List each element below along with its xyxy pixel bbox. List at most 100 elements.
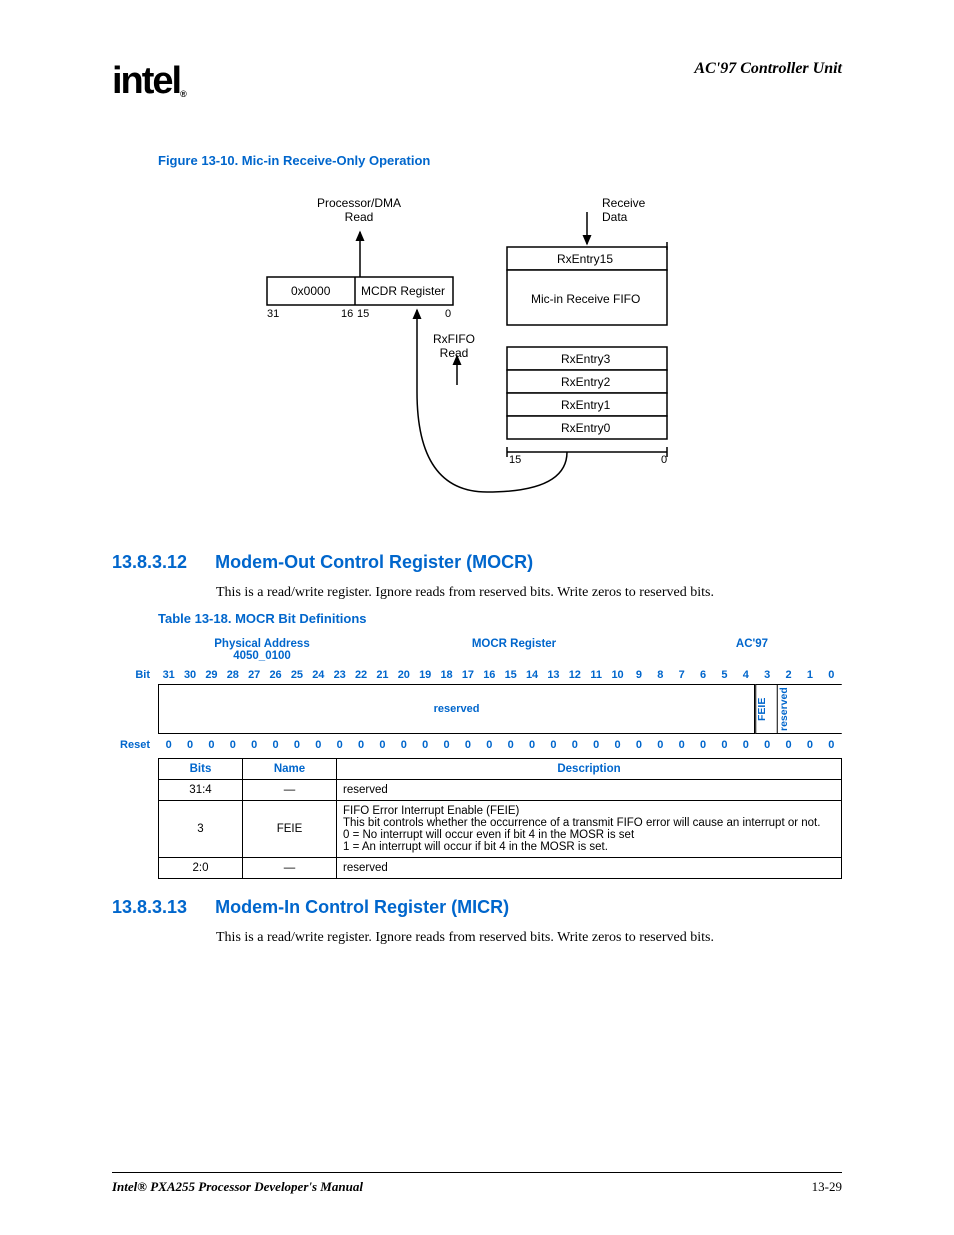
- label-rx1: RxEntry1: [561, 398, 610, 412]
- reset-val: 0: [521, 736, 542, 754]
- register-table: Physical Address4050_0100 MOCR Register …: [112, 634, 842, 879]
- reset-val: 0: [692, 736, 713, 754]
- label-bit0a: 0: [445, 308, 451, 320]
- section-body-micr: This is a read/write register. Ignore re…: [216, 930, 842, 946]
- bit-num: 23: [329, 666, 350, 684]
- reset-val: 0: [500, 736, 521, 754]
- bit-num: 6: [692, 666, 713, 684]
- bit-number-row: Bit 313029282726252423222120191817161514…: [112, 666, 842, 684]
- label-rx15: RxEntry15: [557, 252, 613, 266]
- bit-num: 11: [586, 666, 607, 684]
- reset-val: 0: [564, 736, 585, 754]
- section-num-2: 13.8.3.13: [112, 897, 187, 918]
- bit-num: 27: [244, 666, 265, 684]
- reset-label: Reset: [112, 739, 158, 751]
- bit-num: 24: [308, 666, 329, 684]
- label-bit15b: 15: [509, 454, 521, 466]
- label-rx3: RxEntry3: [561, 352, 610, 366]
- bit-num: 12: [564, 666, 585, 684]
- bit-num: 25: [286, 666, 307, 684]
- reset-val: 0: [265, 736, 286, 754]
- reset-val: 0: [158, 736, 179, 754]
- reset-val: 0: [479, 736, 500, 754]
- reset-val: 0: [586, 736, 607, 754]
- definitions-table: Bits Name Description 31:4—reserved3FEIE…: [158, 758, 842, 879]
- section-heading-mocr: 13.8.3.12 Modem-Out Control Register (MO…: [112, 552, 842, 573]
- reset-val: 0: [714, 736, 735, 754]
- bit-num: 15: [500, 666, 521, 684]
- bit-num: 18: [436, 666, 457, 684]
- bit-num: 2: [778, 666, 799, 684]
- field-reserved: reserved: [158, 684, 755, 734]
- bit-num: 0: [821, 666, 842, 684]
- bit-num: 8: [650, 666, 671, 684]
- bit-num: 17: [457, 666, 478, 684]
- label-mcdr: MCDR Register: [361, 284, 445, 298]
- bit-num: 14: [521, 666, 542, 684]
- field-feie: FEIE: [755, 684, 777, 734]
- reset-val: 0: [393, 736, 414, 754]
- field-row: reserved FEIE reserved: [158, 684, 842, 734]
- doc-section-title: AC'97 Controller Unit: [694, 60, 842, 78]
- label-micfifo: Mic-in Receive FIFO: [531, 292, 640, 306]
- reset-val: 0: [757, 736, 778, 754]
- reset-val: 0: [607, 736, 628, 754]
- label-bit16: 16: [341, 308, 353, 320]
- reset-val: 0: [650, 736, 671, 754]
- bit-num: 29: [201, 666, 222, 684]
- reset-val: 0: [201, 736, 222, 754]
- label-rxfifo-read: RxFIFORead: [433, 332, 475, 360]
- bit-num: 28: [222, 666, 243, 684]
- bit-num: 1: [799, 666, 820, 684]
- col-bits: Bits: [159, 759, 243, 780]
- figure-caption: Figure 13-10. Mic-in Receive-Only Operat…: [158, 153, 842, 168]
- intel-logo: intel®: [112, 60, 185, 103]
- reset-val: 0: [436, 736, 457, 754]
- section-num: 13.8.3.12: [112, 552, 187, 573]
- col-desc: Description: [337, 759, 842, 780]
- bit-num: 5: [714, 666, 735, 684]
- bit-num: 7: [671, 666, 692, 684]
- bit-num: 13: [543, 666, 564, 684]
- table-row: 2:0—reserved: [159, 858, 842, 879]
- reset-val: 0: [222, 736, 243, 754]
- label-receive-data: ReceiveData: [602, 196, 645, 224]
- reset-val: 0: [308, 736, 329, 754]
- reset-val: 0: [457, 736, 478, 754]
- bit-num: 22: [350, 666, 371, 684]
- reset-val: 0: [799, 736, 820, 754]
- bit-num: 9: [628, 666, 649, 684]
- label-bit0b: 0: [661, 454, 667, 466]
- label-bit31: 31: [267, 308, 279, 320]
- footer-manual: Intel® PXA255 Processor Developer's Manu…: [112, 1179, 363, 1195]
- reset-val: 0: [179, 736, 200, 754]
- bit-num: 4: [735, 666, 756, 684]
- reset-val: 0: [821, 736, 842, 754]
- bit-num: 26: [265, 666, 286, 684]
- table-caption: Table 13-18. MOCR Bit Definitions: [158, 611, 842, 626]
- reset-val: 0: [778, 736, 799, 754]
- reg-name-header: MOCR Register: [366, 634, 662, 666]
- section-title-2: Modem-In Control Register (MICR): [215, 897, 509, 918]
- reset-val: 0: [244, 736, 265, 754]
- bit-num: 30: [179, 666, 200, 684]
- col-name: Name: [243, 759, 337, 780]
- section-title: Modem-Out Control Register (MOCR): [215, 552, 533, 573]
- bit-num: 31: [158, 666, 179, 684]
- reset-val: 0: [735, 736, 756, 754]
- bit-num: 20: [393, 666, 414, 684]
- figure-diagram: Processor/DMARead ReceiveData 0x0000 MCD…: [247, 192, 707, 532]
- label-rx2: RxEntry2: [561, 375, 610, 389]
- page-footer: Intel® PXA255 Processor Developer's Manu…: [112, 1172, 842, 1195]
- footer-page: 13-29: [812, 1179, 842, 1195]
- label-rx0: RxEntry0: [561, 421, 610, 435]
- reset-val: 0: [671, 736, 692, 754]
- bit-num: 19: [415, 666, 436, 684]
- bit-num: 3: [757, 666, 778, 684]
- bit-label: Bit: [112, 669, 158, 681]
- bit-num: 16: [479, 666, 500, 684]
- reset-val: 0: [329, 736, 350, 754]
- label-bit15a: 15: [357, 308, 369, 320]
- reset-val: 0: [415, 736, 436, 754]
- reset-val: 0: [350, 736, 371, 754]
